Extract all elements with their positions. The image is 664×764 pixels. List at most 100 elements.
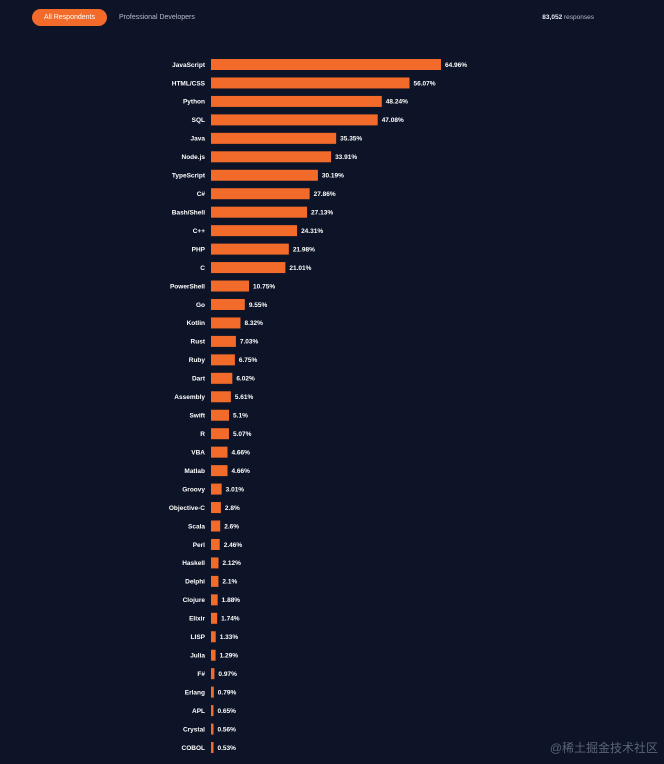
bar [211, 686, 214, 698]
category-label: APL [192, 708, 205, 715]
category-label: Bash/Shell [172, 209, 205, 216]
value-label: 21.01% [289, 265, 311, 272]
category-label: SQL [192, 117, 205, 124]
value-label: 27.86% [314, 191, 336, 198]
value-label: 3.01% [226, 486, 245, 493]
watermark: @稀土掘金技术社区 [549, 741, 658, 755]
bar [211, 114, 378, 126]
category-label: Java [191, 136, 206, 143]
category-label: VBA [191, 449, 205, 456]
value-label: 7.03% [240, 339, 259, 346]
bar [211, 243, 289, 255]
value-label: 64.96% [445, 62, 467, 69]
response-count-number: 83,052 [542, 14, 563, 21]
value-label: 33.91% [335, 154, 357, 161]
value-label: 56.07% [414, 80, 436, 87]
bar [211, 483, 222, 495]
response-count: 83,052 responses [542, 14, 594, 21]
bar [211, 538, 220, 550]
category-label: Julia [190, 653, 205, 660]
value-label: 6.75% [239, 357, 258, 364]
bar [211, 335, 236, 347]
category-label: Clojure [183, 597, 206, 604]
value-label: 4.66% [231, 449, 250, 456]
bar [211, 59, 441, 70]
value-label: 0.79% [218, 689, 237, 696]
respondent-tabs: All Respondents Professional Developers [32, 9, 207, 26]
category-label: Assembly [174, 394, 205, 401]
bar [211, 428, 229, 440]
bar [211, 575, 219, 587]
value-label: 30.19% [322, 173, 344, 180]
value-label: 4.66% [231, 468, 250, 475]
value-label: 2.6% [224, 523, 239, 530]
category-label: R [200, 431, 205, 438]
bar [211, 77, 410, 89]
value-label: 35.35% [340, 136, 362, 143]
category-label: Swift [189, 413, 205, 420]
category-label: C++ [193, 228, 205, 235]
value-label: 9.55% [249, 302, 268, 309]
category-label: Python [183, 99, 205, 106]
category-label: PHP [192, 246, 206, 253]
value-label: 5.1% [233, 413, 248, 420]
bar [211, 280, 250, 292]
value-label: 1.33% [220, 634, 239, 641]
bar [211, 151, 332, 163]
category-label: TypeScript [172, 173, 206, 180]
value-label: 1.88% [222, 597, 241, 604]
category-label: Dart [192, 376, 206, 383]
category-label: HTML/CSS [172, 80, 206, 87]
bar [211, 354, 235, 366]
value-label: 21.98% [293, 246, 315, 253]
category-label: Scala [188, 523, 205, 530]
category-label: Crystal [183, 726, 205, 733]
value-label: 24.31% [301, 228, 323, 235]
category-label: Perl [193, 542, 205, 549]
tab-all-respondents[interactable]: All Respondents [32, 9, 107, 26]
value-label: 5.07% [233, 431, 252, 438]
value-label: 10.75% [253, 283, 275, 290]
value-label: 8.32% [244, 320, 263, 327]
value-label: 2.8% [225, 505, 240, 512]
bar [211, 188, 310, 200]
bar [211, 409, 230, 421]
bar [211, 317, 241, 329]
bar [211, 132, 337, 144]
value-label: 1.74% [221, 616, 240, 623]
bar [211, 95, 382, 107]
category-label: Go [196, 302, 205, 309]
category-label: F# [197, 671, 205, 678]
bar [211, 668, 215, 680]
category-label: C# [197, 191, 206, 198]
bar [211, 742, 214, 754]
category-label: Rust [191, 339, 206, 346]
category-label: Ruby [189, 357, 206, 364]
value-label: 0.97% [218, 671, 237, 678]
bar [211, 502, 221, 514]
category-label: LISP [191, 634, 206, 641]
category-label: C [200, 265, 205, 272]
bar [211, 225, 298, 237]
category-label: Matlab [184, 468, 205, 475]
value-label: 2.12% [223, 560, 242, 567]
bar [211, 465, 228, 477]
bar [211, 298, 245, 310]
value-label: 2.1% [222, 579, 237, 586]
value-label: 0.56% [218, 726, 237, 733]
tab-professional-developers[interactable]: Professional Developers [118, 14, 195, 21]
bar [211, 649, 216, 661]
category-label: Erlang [185, 689, 205, 696]
bar [211, 594, 218, 606]
bar [211, 206, 308, 218]
bar [211, 723, 214, 735]
value-label: 47.08% [382, 117, 404, 124]
bar [211, 557, 219, 569]
bar [211, 705, 214, 717]
category-label: Groovy [182, 486, 205, 493]
bar [211, 372, 233, 384]
category-label: Kotlin [187, 320, 205, 327]
bar [211, 612, 218, 624]
value-label: 6.02% [236, 376, 255, 383]
